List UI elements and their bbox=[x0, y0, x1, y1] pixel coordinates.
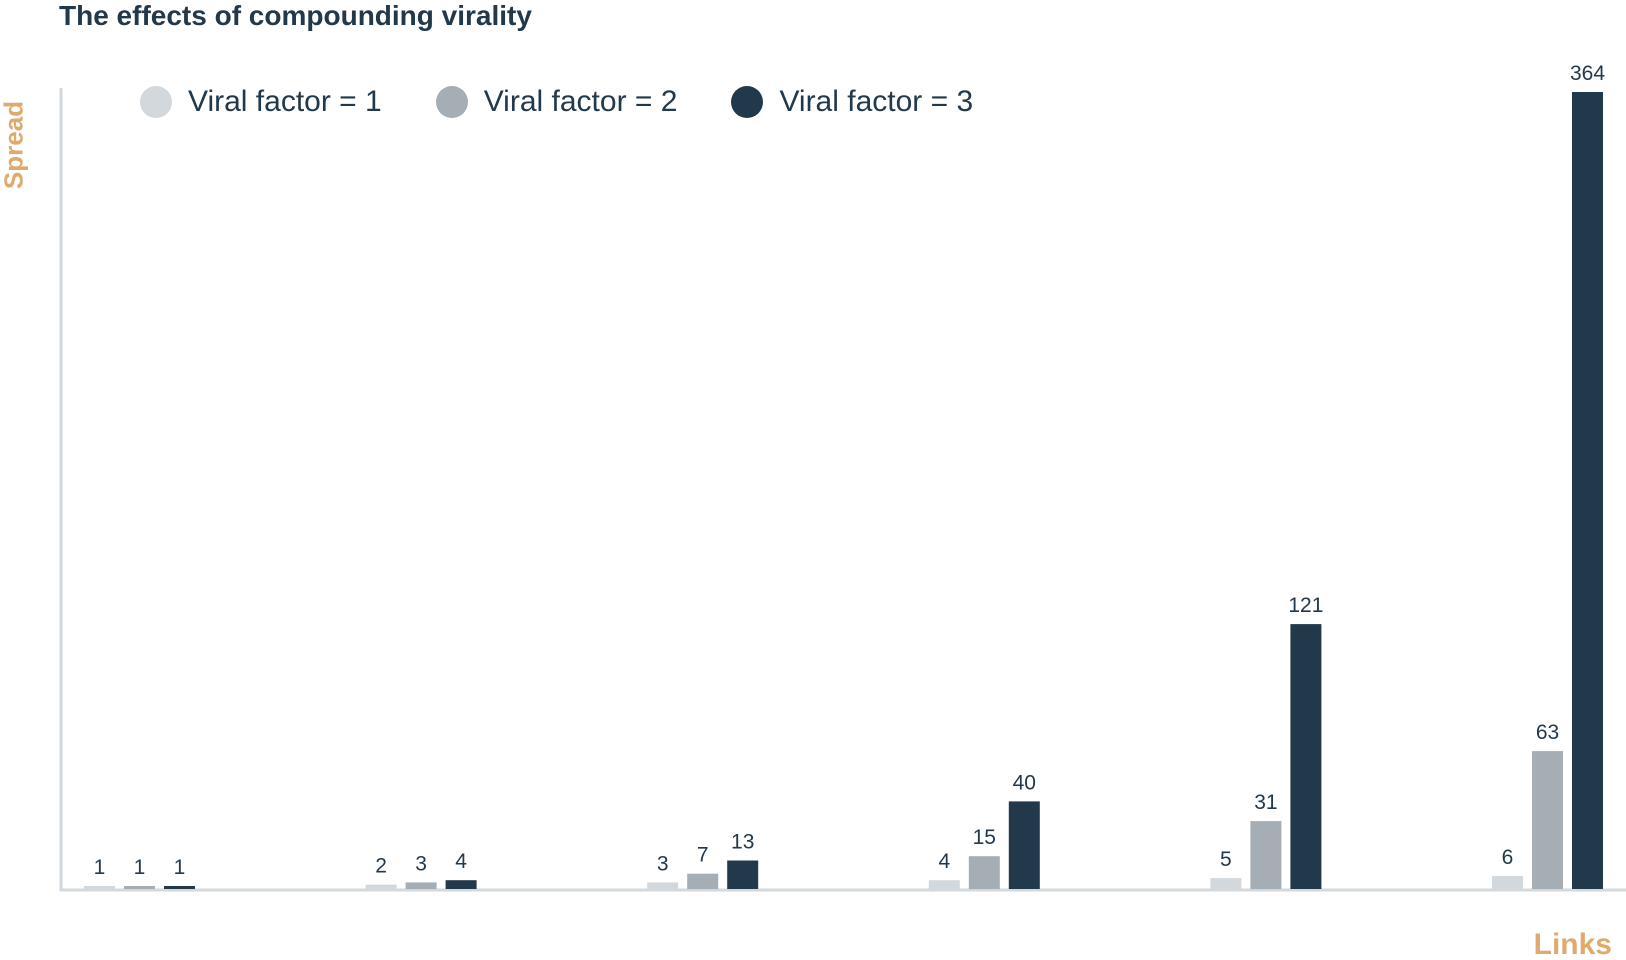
bar-series-3-group-3 bbox=[727, 860, 759, 889]
data-label-series-3-group-1: 1 bbox=[174, 856, 186, 879]
legend-label-series-2: Viral factor = 2 bbox=[483, 85, 678, 118]
legend-item-series-2: Viral factor = 2 bbox=[435, 85, 678, 119]
data-label-series-2-group-2: 3 bbox=[415, 852, 427, 875]
data-label-series-2-group-6: 63 bbox=[1536, 721, 1559, 744]
legend-item-series-3: Viral factor = 3 bbox=[731, 85, 973, 119]
bar-series-3-group-4 bbox=[1008, 801, 1040, 889]
data-label-series-1-group-6: 6 bbox=[1502, 846, 1514, 869]
bar-series-3-group-2 bbox=[445, 880, 477, 889]
bar-series-2-group-1 bbox=[124, 886, 155, 889]
data-label-series-3-group-2: 4 bbox=[455, 850, 467, 873]
bar-series-2-group-6 bbox=[1532, 751, 1563, 889]
bar-series-3-group-1 bbox=[164, 886, 195, 889]
data-label-series-3-group-4: 40 bbox=[1013, 771, 1036, 794]
bar-series-2-group-4 bbox=[968, 856, 1000, 889]
data-label-series-1-group-4: 4 bbox=[938, 850, 950, 873]
data-label-series-2-group-4: 15 bbox=[973, 826, 996, 849]
bar-series-1-group-2 bbox=[365, 884, 397, 889]
bar-series-1-group-4 bbox=[928, 880, 960, 889]
legend-swatch-series-3 bbox=[731, 86, 764, 118]
bar-series-1-group-5 bbox=[1210, 878, 1242, 889]
x-axis-label: Links bbox=[1533, 928, 1612, 960]
bar-series-3-group-5 bbox=[1290, 624, 1322, 889]
legend-item-series-1: Viral factor = 1 bbox=[140, 85, 382, 119]
bar-series-2-group-5 bbox=[1250, 821, 1282, 889]
bar-series-2-group-3 bbox=[687, 873, 719, 889]
data-label-series-3-group-5: 121 bbox=[1288, 594, 1323, 617]
data-label-series-2-group-5: 31 bbox=[1254, 791, 1277, 814]
legend-label-series-3: Viral factor = 3 bbox=[779, 85, 974, 118]
data-label-series-3-group-6: 364 bbox=[1570, 62, 1605, 85]
data-label-series-2-group-1: 1 bbox=[134, 856, 146, 879]
bar-series-1-group-3 bbox=[647, 882, 679, 889]
bar-series-1-group-6 bbox=[1492, 875, 1523, 889]
data-label-series-2-group-3: 7 bbox=[697, 844, 709, 867]
data-label-series-1-group-2: 2 bbox=[375, 855, 387, 878]
data-label-series-1-group-3: 3 bbox=[657, 852, 669, 875]
bars-group: 1 1 1 2 3 4 3 7 13 4 15 40 5 31 121 6 63 364 bbox=[84, 62, 1605, 889]
legend-swatch-series-1 bbox=[140, 86, 172, 118]
data-label-series-3-group-3: 13 bbox=[731, 831, 754, 854]
legend: Viral factor = 1 Viral factor = 2 Viral … bbox=[140, 85, 1027, 119]
bar-series-2-group-2 bbox=[405, 882, 437, 889]
legend-label-series-1: Viral factor = 1 bbox=[188, 85, 382, 118]
bar-series-3-group-6 bbox=[1572, 92, 1603, 889]
chart-title: The effects of compounding virality bbox=[59, 0, 532, 31]
data-label-series-1-group-1: 1 bbox=[94, 856, 106, 879]
legend-swatch-series-2 bbox=[435, 86, 468, 118]
bar-series-1-group-1 bbox=[84, 886, 115, 889]
y-axis-label: Spread bbox=[0, 100, 29, 190]
data-label-series-1-group-5: 5 bbox=[1220, 848, 1232, 871]
